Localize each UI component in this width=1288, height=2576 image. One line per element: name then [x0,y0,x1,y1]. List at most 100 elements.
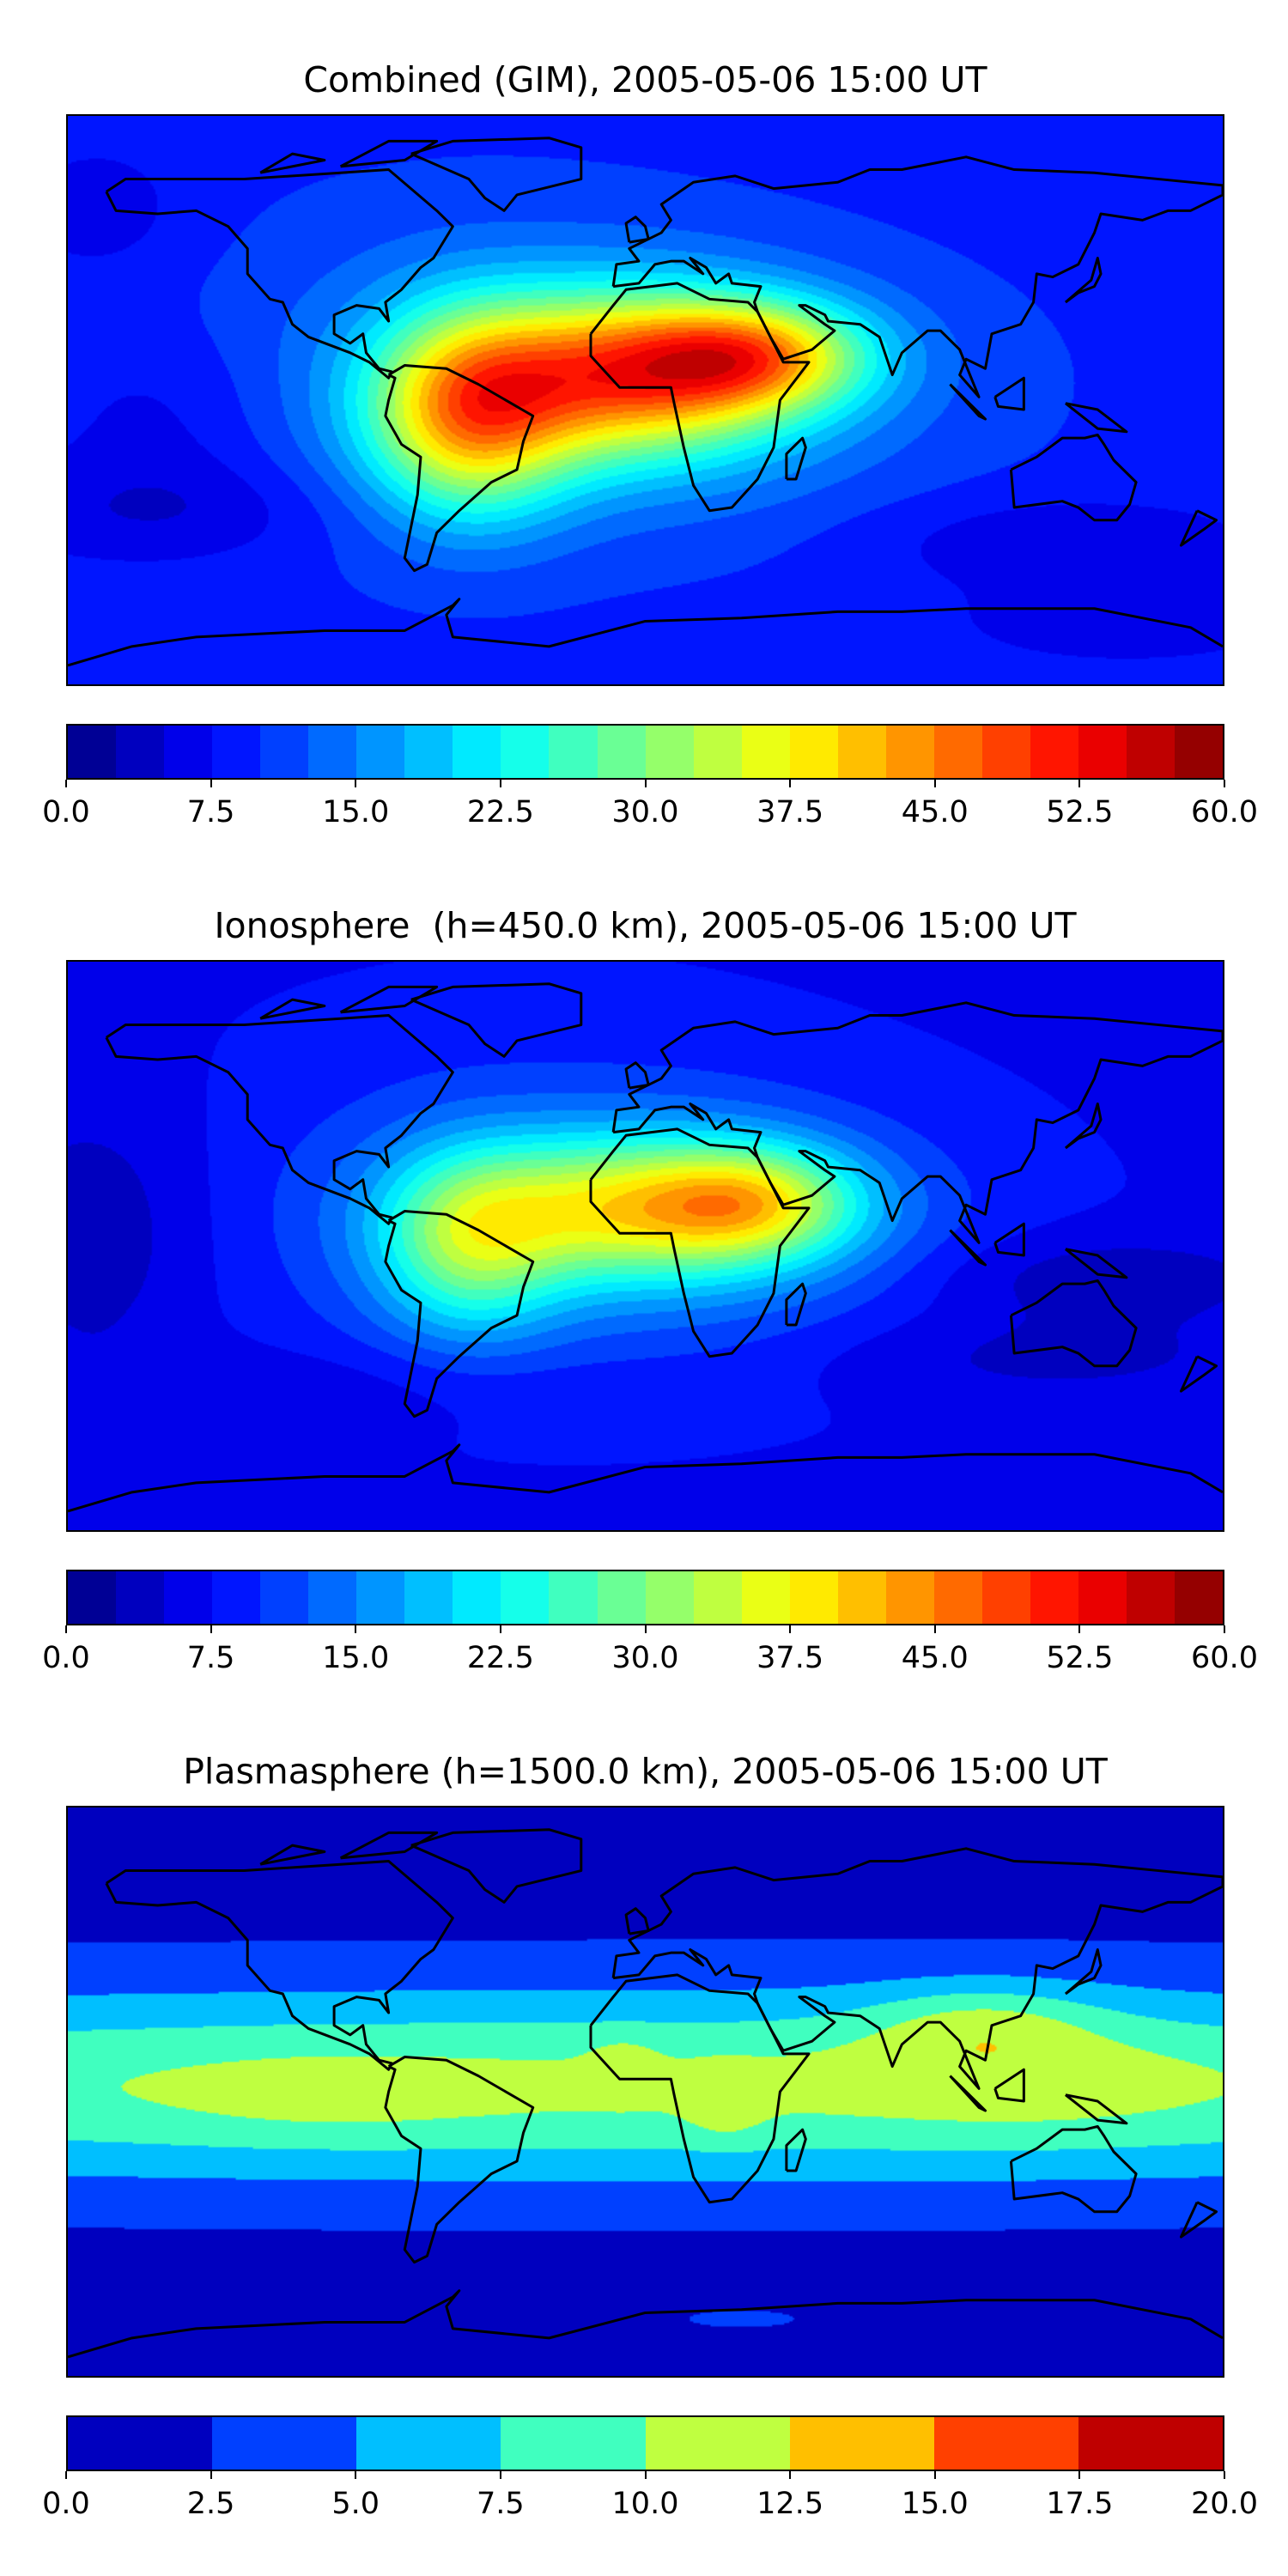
tick-label: 17.5 [1046,2487,1114,2521]
coastline [68,2291,1223,2357]
colorbar-segment [1078,1571,1127,1624]
colorbar-segment [789,1571,838,1624]
tick-label: 2.5 [186,2487,235,2521]
coastline [1066,1249,1127,1278]
colorbar-segment [404,726,453,778]
colorbar-segment [1030,726,1078,778]
colorbar-segment [1127,726,1176,778]
tick-mark [355,1625,357,1633]
colorbar-segment [885,1571,934,1624]
colorbar-segment [645,2417,790,2470]
tick-label: 0.0 [42,2487,90,2521]
colorbar-segment [549,1571,598,1624]
coastlines [68,116,1223,684]
tick-label: 15.0 [322,1641,390,1675]
tick-label: 37.5 [756,1641,824,1675]
colorbar-segment [212,1571,261,1624]
coastline [613,157,1223,398]
tick-label: 60.0 [1191,1641,1258,1675]
coastline [995,1224,1024,1255]
coastline [787,438,805,479]
coastline [106,170,453,379]
tec-map [66,114,1224,686]
tick-mark [1224,780,1225,787]
colorbar-segment [645,1571,694,1624]
tick-label: 22.5 [466,1641,534,1675]
coastline [411,1830,581,1903]
colorbar-segment [501,2417,646,2470]
colorbar-segment [68,1571,117,1624]
tick-mark [355,780,357,787]
colorbar-segment [789,2417,934,2470]
coastline [1066,258,1101,302]
tick-mark [210,2471,212,2479]
colorbar-segment [1030,1571,1078,1624]
coastline [1066,1950,1101,1994]
colorbar-segment [164,1571,213,1624]
tick-label: 7.5 [186,795,235,829]
tick-mark [499,1625,501,1633]
plot-title: Plasmasphere (h=1500.0 km), 2005-05-06 1… [183,1751,1108,1792]
colorbar-segment [212,726,261,778]
colorbar-segment [1175,726,1224,778]
tick-mark [499,780,501,787]
colorbar-segment [501,726,550,778]
colorbar-segment [404,1571,453,1624]
coastlines [68,962,1223,1530]
tick-mark [1078,2471,1081,2479]
coastline [626,1063,648,1088]
colorbar-segment [933,2417,1078,2470]
tick-label: 15.0 [901,2487,969,2521]
tick-label: 7.5 [186,1641,235,1675]
coastline [386,366,533,571]
colorbar-segment [1127,1571,1176,1624]
coastline [1011,1280,1136,1365]
coastline [613,1003,1223,1243]
colorbar-segment [981,1571,1030,1624]
tick-label: 0.0 [42,795,90,829]
coastline [626,1909,648,1934]
coastline [1066,404,1127,432]
colorbar-segment [164,726,213,778]
tick-mark [65,1625,67,1633]
colorbar-segment [116,1571,165,1624]
coastline [411,138,581,211]
coastline [1181,511,1216,545]
tick-mark [789,1625,792,1633]
colorbar-ticks: 0.0 7.5 15.0 22.5 30.0 37.5 45.0 52.5 60.0 [42,780,1258,840]
colorbar-segment [933,726,982,778]
tick-mark [210,1625,212,1633]
coastline [68,1445,1223,1511]
tec-map [66,1806,1224,2378]
coastlines [68,1807,1223,2376]
colorbar [66,724,1224,780]
tick-mark [1224,2471,1225,2479]
coastline [411,984,581,1057]
coastline [787,1284,805,1325]
colorbar-segment [308,726,357,778]
coastline [950,1230,985,1265]
coastline [1181,1357,1216,1391]
tick-mark [644,1625,647,1633]
colorbar [66,1570,1224,1625]
coastline [591,1975,809,2202]
tick-label: 52.5 [1046,1641,1114,1675]
colorbar-segment [981,726,1030,778]
coastline [626,217,648,242]
colorbar-segment [356,726,405,778]
coastline [995,2069,1024,2101]
coastline [1011,2126,1136,2211]
coastline [260,1845,325,1864]
plot-title: Ionosphere (h=450.0 km), 2005-05-06 15:0… [214,905,1077,946]
coastline [341,987,437,1012]
colorbar-segment [1175,1571,1224,1624]
colorbar-segment [356,2417,501,2470]
colorbar-segment [453,1571,501,1624]
colorbar-segment [597,1571,646,1624]
coastline [1181,2202,1216,2237]
tick-label: 10.0 [611,2487,679,2521]
tick-mark [644,2471,647,2479]
colorbar-segment [68,2417,213,2470]
tick-label: 20.0 [1191,2487,1258,2521]
tick-mark [789,780,792,787]
